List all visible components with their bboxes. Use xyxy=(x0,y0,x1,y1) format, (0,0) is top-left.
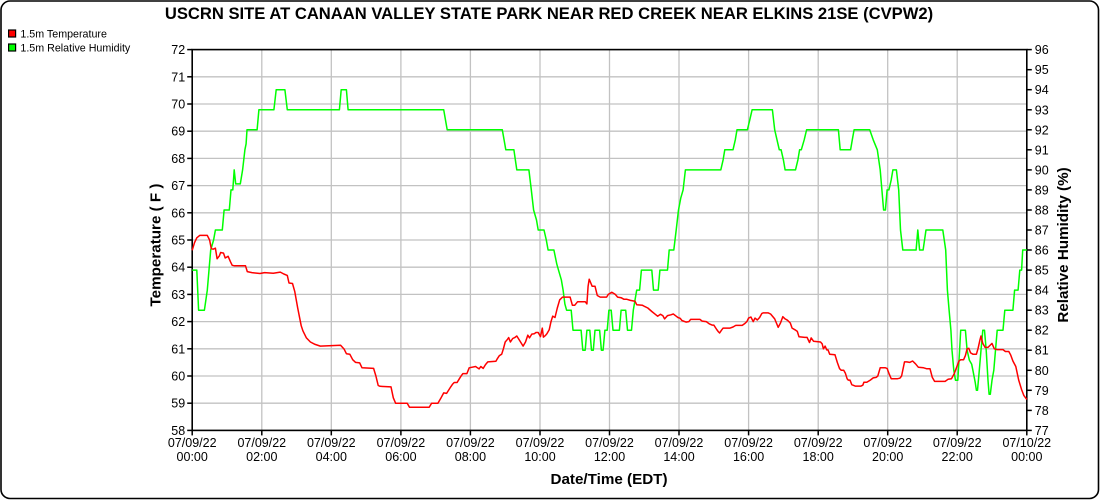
svg-text:85: 85 xyxy=(1035,264,1049,278)
svg-text:82: 82 xyxy=(1035,324,1049,338)
svg-text:58: 58 xyxy=(171,424,185,438)
svg-text:59: 59 xyxy=(171,397,185,411)
svg-text:07/09/22: 07/09/22 xyxy=(655,436,704,450)
svg-text:71: 71 xyxy=(171,70,185,84)
svg-text:1.5m Relative Humidity: 1.5m Relative Humidity xyxy=(20,42,131,54)
svg-text:22:00: 22:00 xyxy=(942,450,973,464)
svg-text:68: 68 xyxy=(171,152,185,166)
svg-text:65: 65 xyxy=(171,234,185,248)
svg-text:Relative Humidity (%): Relative Humidity (%) xyxy=(1055,167,1072,322)
svg-text:91: 91 xyxy=(1035,143,1049,157)
svg-text:72: 72 xyxy=(171,43,185,57)
svg-text:07/09/22: 07/09/22 xyxy=(863,436,912,450)
svg-text:07/09/22: 07/09/22 xyxy=(168,436,217,450)
svg-text:96: 96 xyxy=(1035,43,1049,57)
svg-text:90: 90 xyxy=(1035,163,1049,177)
svg-text:70: 70 xyxy=(171,98,185,112)
svg-text:Date/Time (EDT): Date/Time (EDT) xyxy=(550,471,667,488)
svg-text:04:00: 04:00 xyxy=(316,450,347,464)
svg-text:07/09/22: 07/09/22 xyxy=(446,436,495,450)
svg-text:79: 79 xyxy=(1035,384,1049,398)
svg-text:66: 66 xyxy=(171,206,185,220)
svg-text:14:00: 14:00 xyxy=(663,450,694,464)
svg-text:86: 86 xyxy=(1035,244,1049,258)
svg-text:62: 62 xyxy=(171,315,185,329)
svg-text:07/10/22: 07/10/22 xyxy=(1002,436,1051,450)
svg-text:89: 89 xyxy=(1035,183,1049,197)
svg-text:07/09/22: 07/09/22 xyxy=(516,436,565,450)
svg-text:20:00: 20:00 xyxy=(872,450,903,464)
svg-text:00:00: 00:00 xyxy=(1011,450,1042,464)
svg-text:02:00: 02:00 xyxy=(246,450,277,464)
svg-text:07/09/22: 07/09/22 xyxy=(794,436,843,450)
svg-text:06:00: 06:00 xyxy=(385,450,416,464)
svg-text:95: 95 xyxy=(1035,63,1049,77)
svg-text:92: 92 xyxy=(1035,123,1049,137)
svg-text:16:00: 16:00 xyxy=(733,450,764,464)
svg-text:10:00: 10:00 xyxy=(524,450,555,464)
svg-text:87: 87 xyxy=(1035,224,1049,238)
svg-text:63: 63 xyxy=(171,288,185,302)
svg-text:07/09/22: 07/09/22 xyxy=(237,436,286,450)
svg-text:81: 81 xyxy=(1035,344,1049,358)
svg-text:07/09/22: 07/09/22 xyxy=(724,436,773,450)
svg-text:07/09/22: 07/09/22 xyxy=(585,436,634,450)
svg-text:84: 84 xyxy=(1035,284,1049,298)
svg-text:78: 78 xyxy=(1035,404,1049,418)
svg-text:Temperature ( F ): Temperature ( F ) xyxy=(148,184,165,307)
svg-text:00:00: 00:00 xyxy=(177,450,208,464)
svg-text:USCRN SITE AT CANAAN VALLEY ST: USCRN SITE AT CANAAN VALLEY STATE PARK N… xyxy=(165,4,933,23)
svg-text:61: 61 xyxy=(171,342,185,356)
svg-text:18:00: 18:00 xyxy=(803,450,834,464)
svg-text:93: 93 xyxy=(1035,103,1049,117)
svg-text:69: 69 xyxy=(171,125,185,139)
svg-text:88: 88 xyxy=(1035,204,1049,218)
svg-text:83: 83 xyxy=(1035,304,1049,318)
svg-text:64: 64 xyxy=(171,261,185,275)
svg-text:67: 67 xyxy=(171,179,185,193)
svg-text:07/09/22: 07/09/22 xyxy=(377,436,426,450)
svg-text:07/09/22: 07/09/22 xyxy=(933,436,982,450)
svg-text:08:00: 08:00 xyxy=(455,450,486,464)
svg-text:1.5m Temperature: 1.5m Temperature xyxy=(20,28,107,40)
svg-text:12:00: 12:00 xyxy=(594,450,625,464)
svg-text:94: 94 xyxy=(1035,83,1049,97)
svg-text:80: 80 xyxy=(1035,364,1049,378)
svg-text:77: 77 xyxy=(1035,424,1049,438)
svg-text:07/09/22: 07/09/22 xyxy=(307,436,356,450)
svg-text:60: 60 xyxy=(171,370,185,384)
